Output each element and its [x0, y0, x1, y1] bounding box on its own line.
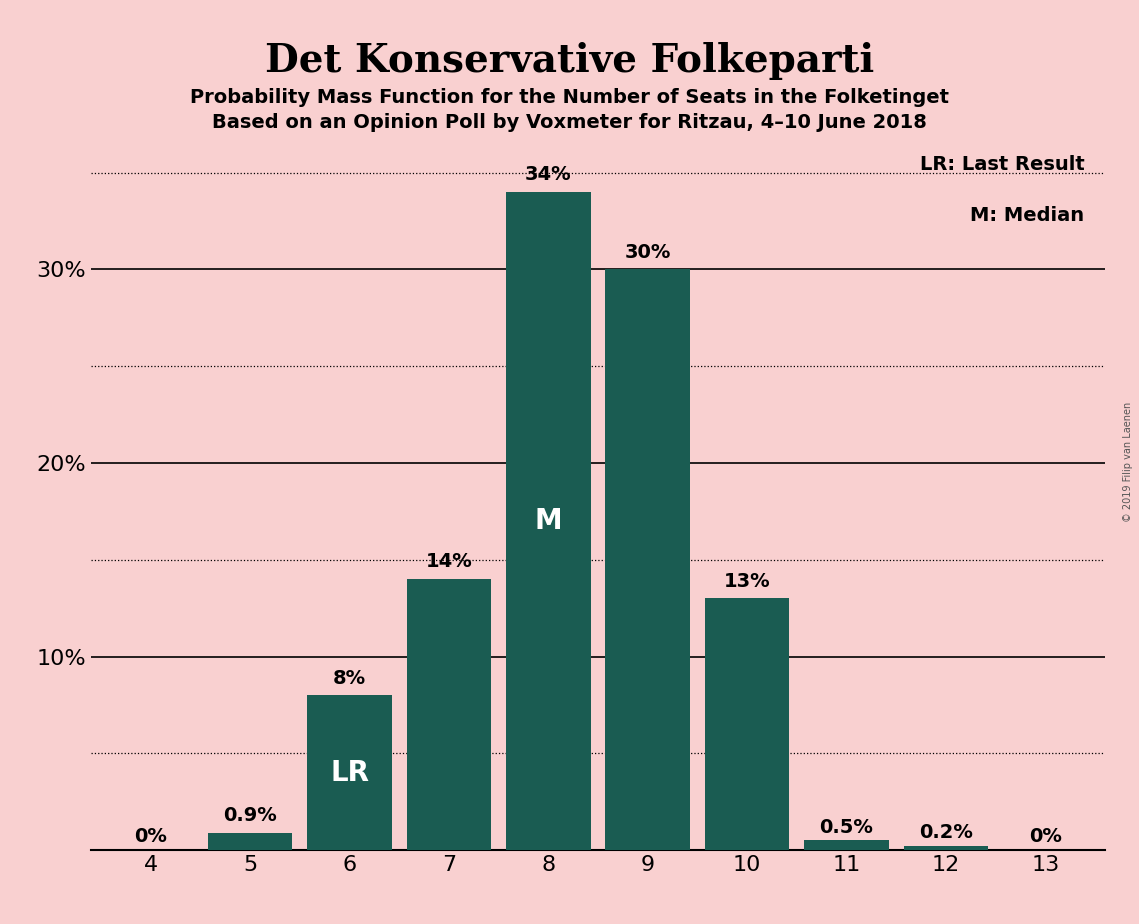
Text: 0%: 0% — [1029, 827, 1062, 846]
Bar — [208, 833, 293, 850]
Bar — [407, 579, 491, 850]
Bar — [903, 846, 988, 850]
Text: 0.2%: 0.2% — [919, 823, 973, 843]
Text: M: M — [534, 507, 562, 535]
Bar — [308, 695, 392, 850]
Text: 30%: 30% — [624, 243, 671, 261]
Text: M: Median: M: Median — [970, 206, 1084, 225]
Bar — [506, 192, 590, 850]
Text: 8%: 8% — [333, 668, 366, 687]
Text: LR: Last Result: LR: Last Result — [920, 155, 1084, 175]
Text: 14%: 14% — [426, 553, 473, 571]
Text: Based on an Opinion Poll by Voxmeter for Ritzau, 4–10 June 2018: Based on an Opinion Poll by Voxmeter for… — [212, 113, 927, 132]
Text: 0.5%: 0.5% — [819, 818, 874, 836]
Bar — [705, 599, 789, 850]
Text: © 2019 Filip van Laenen: © 2019 Filip van Laenen — [1123, 402, 1133, 522]
Text: Det Konservative Folkeparti: Det Konservative Folkeparti — [265, 42, 874, 79]
Bar — [804, 841, 888, 850]
Text: 34%: 34% — [525, 165, 572, 184]
Bar — [606, 270, 690, 850]
Text: 0%: 0% — [134, 827, 167, 846]
Text: LR: LR — [330, 759, 369, 786]
Text: Probability Mass Function for the Number of Seats in the Folketinget: Probability Mass Function for the Number… — [190, 88, 949, 107]
Text: 0.9%: 0.9% — [223, 806, 277, 825]
Text: 13%: 13% — [723, 572, 770, 590]
